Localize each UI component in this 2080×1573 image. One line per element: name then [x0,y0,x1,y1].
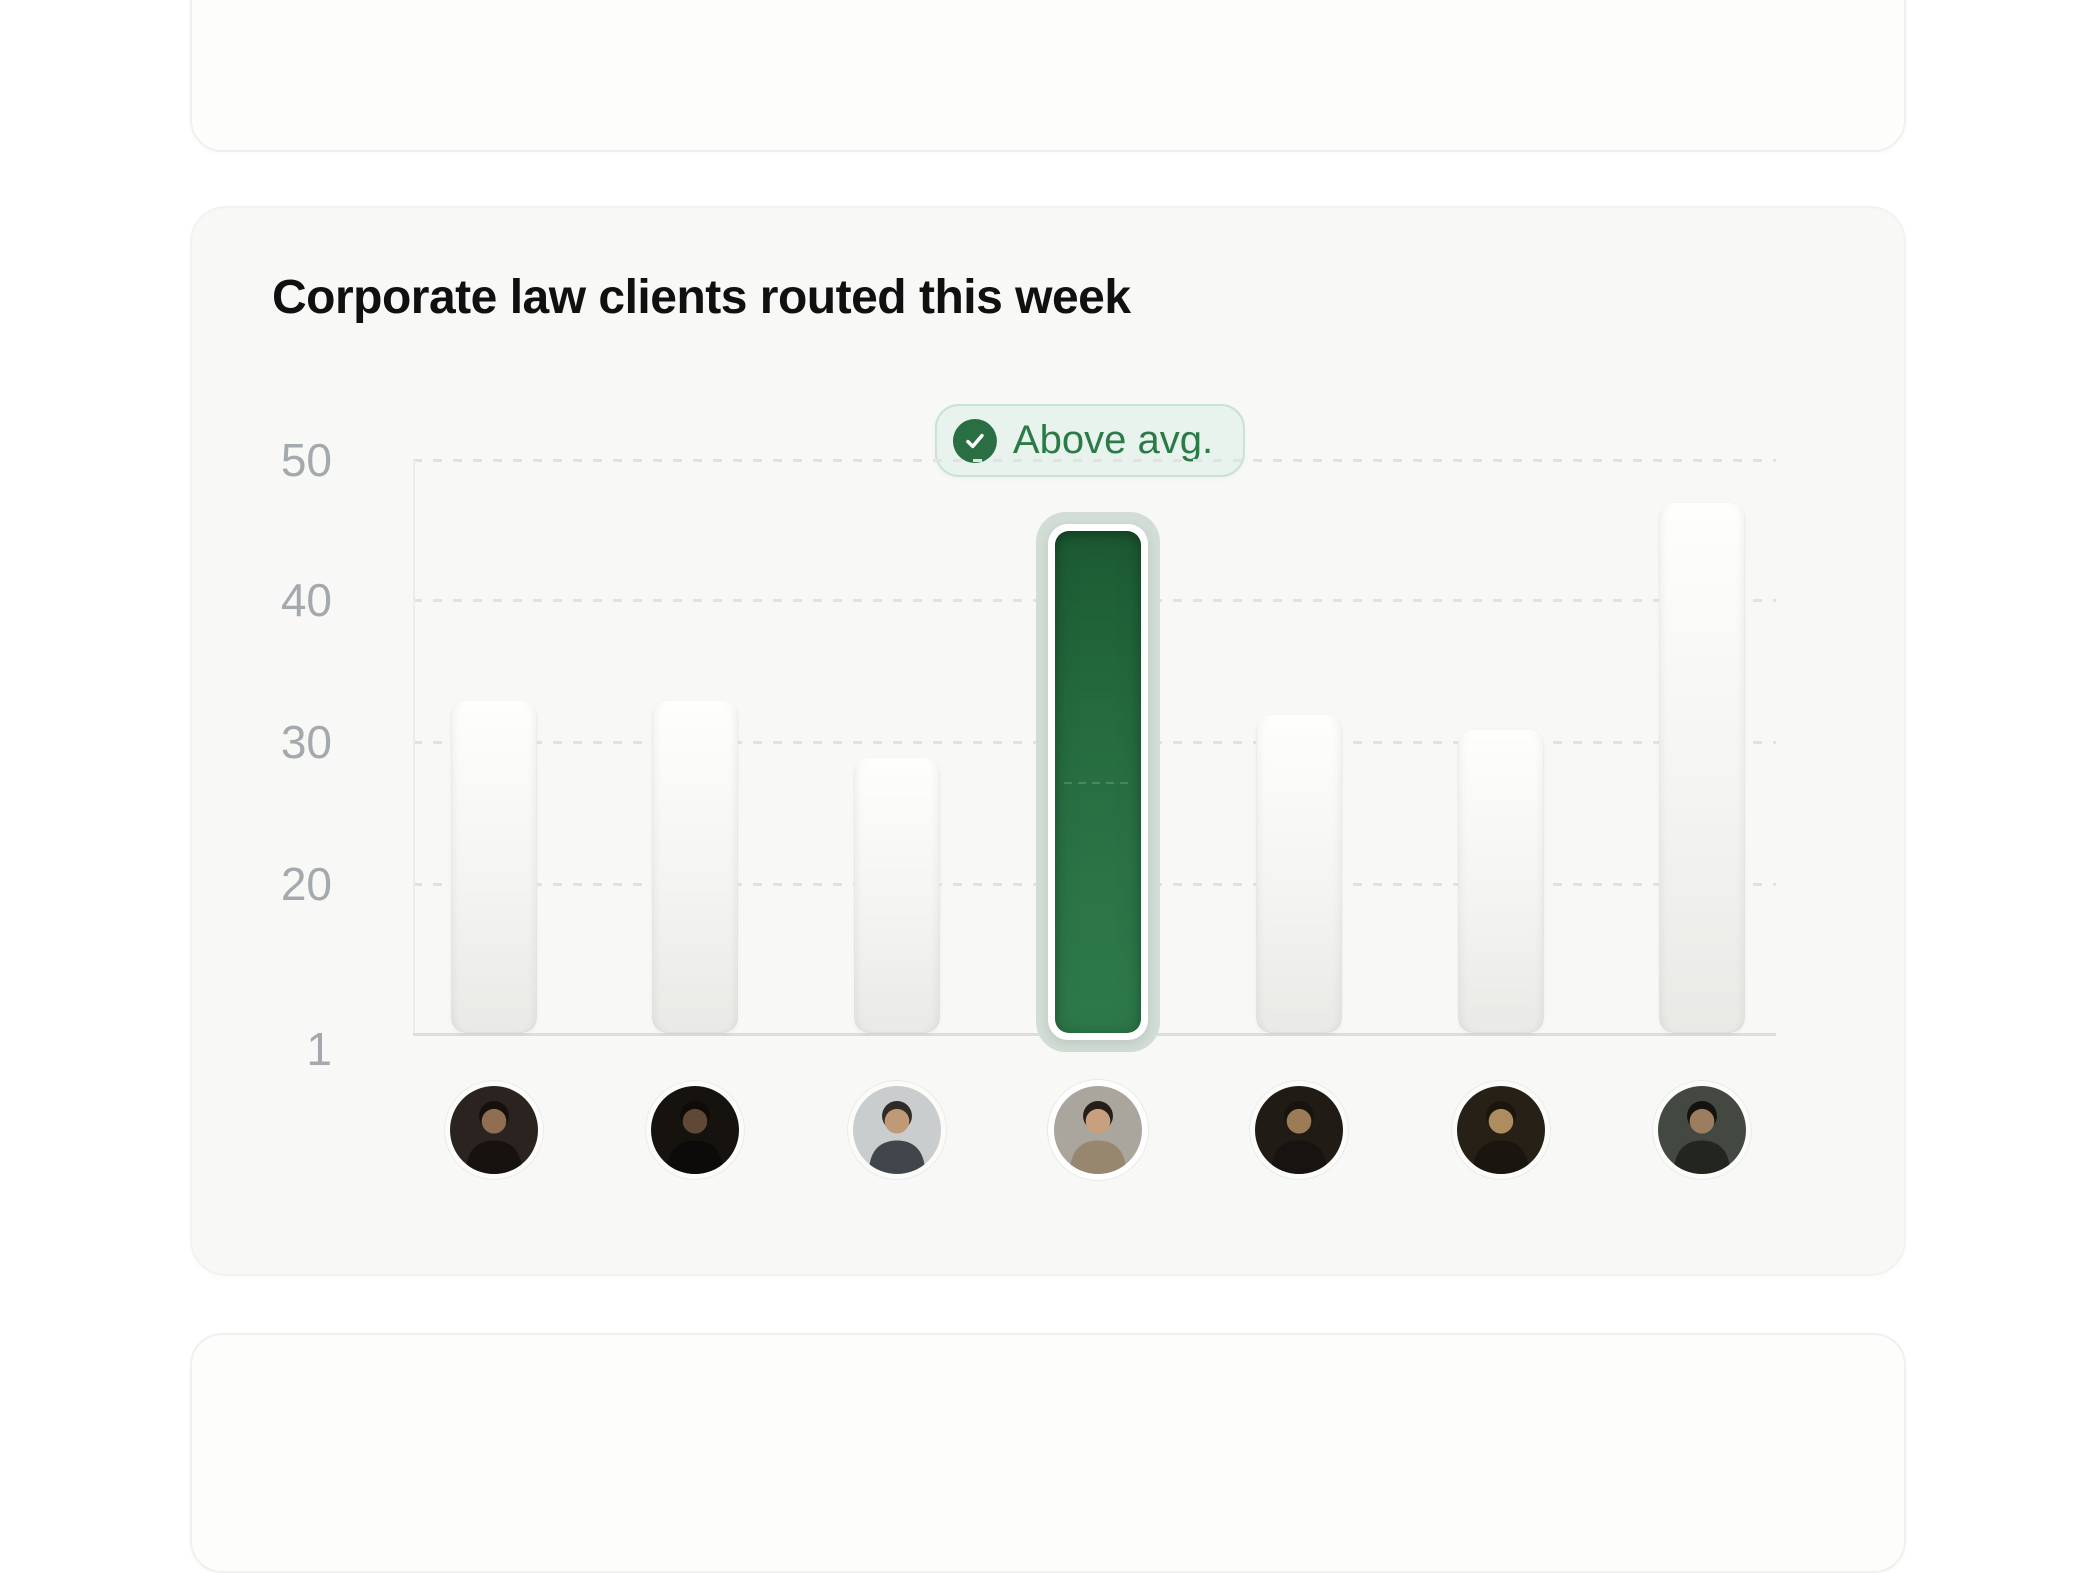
avatar-4[interactable] [1053,1086,1142,1174]
check-icon [952,418,997,463]
person-portrait-icon [1456,1086,1545,1174]
y-tick-label: 50 [280,434,332,486]
bar-2[interactable] [652,700,739,1033]
chart-card: Corporate law clients routed this week A… [190,206,1906,1276]
chart-title: Corporate law clients routed this week [272,271,1131,324]
gridline [413,459,1776,462]
bar-5[interactable] [1256,714,1343,1033]
y-tick-label: 30 [280,716,332,768]
person-portrait-icon [450,1086,538,1174]
avatar-3[interactable] [852,1086,941,1174]
bar-1[interactable] [451,700,537,1033]
bar-3[interactable] [853,756,940,1033]
y-tick-label: 1 [306,1023,332,1075]
bar-highlight-glow [1035,511,1160,1052]
card-below-partial [190,1333,1906,1573]
bar-highlight-ring [1047,523,1148,1040]
bar-4-highlighted[interactable] [1054,530,1141,1033]
y-tick-label: 40 [280,574,332,626]
card-above-partial [190,0,1906,152]
badge-label: Above avg. [1012,418,1214,462]
avatar-1[interactable] [450,1086,538,1174]
person-portrait-icon [852,1086,941,1174]
bar-6[interactable] [1457,728,1544,1033]
avatar-5[interactable] [1255,1086,1344,1174]
person-portrait-icon [1053,1086,1142,1174]
person-portrait-icon [1657,1086,1746,1174]
y-tick-label: 20 [280,858,332,910]
bar-7[interactable] [1658,502,1745,1033]
above-avg-badge: Above avg. [934,404,1246,477]
person-portrait-icon [651,1086,740,1174]
avatar-2[interactable] [651,1086,740,1174]
average-marker [1063,781,1133,784]
plot-area: Above avg. 50 40 30 20 1 [192,208,1904,1274]
avatar-6[interactable] [1456,1086,1545,1174]
y-axis-line [413,460,415,1036]
avatar-7[interactable] [1657,1086,1746,1174]
person-portrait-icon [1255,1086,1344,1174]
